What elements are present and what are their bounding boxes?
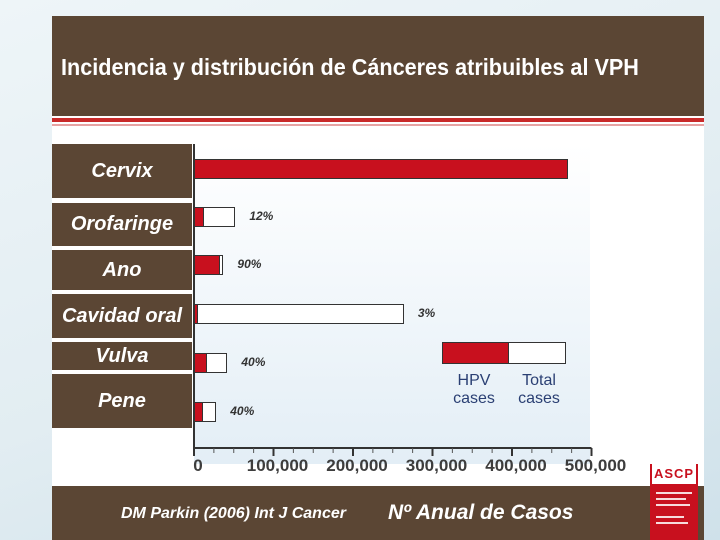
- category-label: Cervix: [52, 144, 192, 200]
- bar-hpv-cases: [194, 255, 221, 275]
- title-divider-thin: [52, 124, 704, 126]
- category-label: Pene: [52, 374, 192, 430]
- percent-label: 12%: [249, 209, 274, 223]
- x-axis-label: Nº Anual de Casos: [388, 501, 574, 524]
- legend-label-hpv: HPV cases: [453, 372, 495, 407]
- category-label: Orofaringe: [52, 203, 192, 248]
- ascp-logo: ASCP: [650, 464, 698, 540]
- x-tick-label: 500,000: [564, 456, 627, 475]
- legend-swatch-total: [508, 342, 566, 364]
- bar-total-cases: [194, 304, 404, 324]
- x-tick-label: 200,000: [326, 456, 388, 475]
- category-label: Vulva: [52, 342, 192, 372]
- slide: Incidencia y distribución de Cánceres at…: [52, 16, 704, 540]
- footer-bar: DM Parkin (2006) Int J Cancer Nº Anual d…: [52, 486, 704, 540]
- bar-hpv-cases: [194, 353, 207, 373]
- x-tick-label: 400,000: [485, 456, 547, 475]
- x-tick-label: 0: [193, 456, 203, 475]
- category-label: Cavidad oral: [52, 294, 192, 340]
- bar-hpv-cases: [194, 402, 203, 422]
- logo-text: ASCP: [653, 466, 695, 481]
- title-bar: Incidencia y distribución de Cánceres at…: [52, 16, 704, 116]
- chart-title: Incidencia y distribución de Cánceres at…: [61, 54, 639, 80]
- bar-hpv-cases: [194, 207, 205, 227]
- legend-label-total: Total cases: [518, 372, 560, 407]
- title-divider: [52, 118, 704, 122]
- bar-hpv-cases: [194, 159, 568, 179]
- category-label: Ano: [52, 250, 192, 292]
- axis-layer: [193, 144, 593, 456]
- citation: DM Parkin (2006) Int J Cancer: [121, 505, 346, 522]
- x-tick-label: 300,000: [405, 456, 468, 475]
- legend-swatch-hpv: [442, 342, 509, 364]
- x-tick-label: 100,000: [246, 456, 309, 475]
- percent-label: 90%: [237, 257, 262, 271]
- percent-label: 40%: [230, 404, 255, 418]
- bar-hpv-cases: [194, 304, 198, 324]
- percent-label: 3%: [417, 306, 436, 320]
- percent-label: 40%: [241, 355, 266, 369]
